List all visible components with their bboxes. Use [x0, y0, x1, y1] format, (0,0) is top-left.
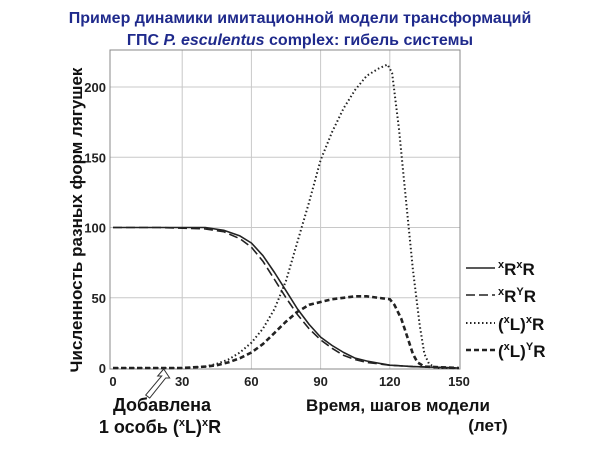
x-tick-label: 60 [244, 374, 258, 389]
y-tick-label: 100 [84, 221, 106, 236]
chart-title-line1: Пример динамики имитационной модели тран… [68, 10, 532, 27]
annotation-arrow [144, 368, 171, 399]
y-tick-label: 0 [99, 361, 106, 376]
x-tick-label: 30 [175, 374, 189, 389]
annotation-line2: 1 особь (xL)xR [99, 417, 221, 437]
legend: xRxR xRYR (xL)xR (xL)YR [466, 259, 545, 361]
annotation-line1: Добавлена [113, 395, 212, 415]
x-tick-label: 0 [109, 374, 116, 389]
x-tick-label: 150 [448, 374, 470, 389]
x-axis-unit: (лет) [468, 416, 507, 435]
legend-entry-3: (xL)xR [498, 314, 544, 334]
y-tick-label: 50 [92, 291, 106, 306]
legend-entry-1: xRxR [498, 259, 535, 279]
chart-title: Пример динамики имитационной модели тран… [0, 8, 600, 52]
y-axis-label: Численность разных форм лягушек [67, 67, 86, 372]
series-lines [113, 63, 460, 370]
y-ticks: 0 50 100 150 200 [84, 80, 106, 376]
legend-entry-4: (xL)YR [498, 341, 545, 361]
series-line-2 [113, 226, 460, 369]
y-tick-label: 150 [84, 150, 106, 165]
plot-frame [109, 49, 461, 370]
legend-entry-2: xRYR [498, 286, 536, 306]
annotation: Добавлена 1 особь (xL)xR [99, 368, 221, 437]
x-axis-label: Время, шагов модели [306, 396, 490, 415]
x-ticks: 0 30 60 90 120 150 [109, 374, 469, 389]
x-tick-label: 120 [379, 374, 401, 389]
chart-title-line2: ГПС P. esculentus complex: гибель систем… [126, 32, 474, 49]
series-line-4 [113, 295, 460, 370]
x-tick-label: 90 [313, 374, 327, 389]
series-line-1 [113, 226, 460, 369]
y-tick-label: 200 [84, 80, 106, 95]
